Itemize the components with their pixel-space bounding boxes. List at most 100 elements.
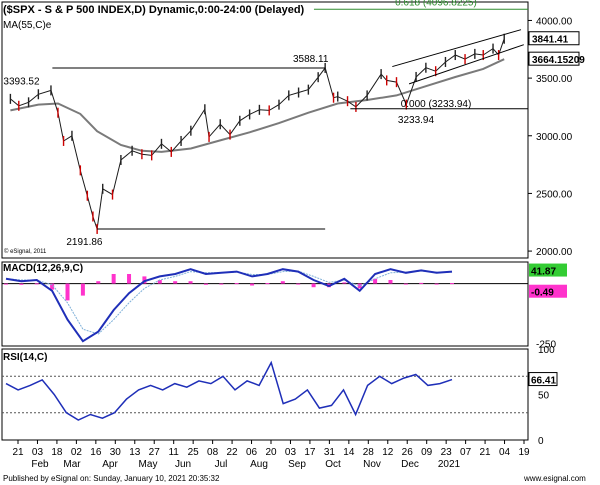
- x-day-label: 07: [460, 447, 472, 458]
- x-day-label: 02: [71, 447, 83, 458]
- macd-hist-bar: [296, 283, 301, 285]
- macd-hist-bar: [127, 274, 132, 284]
- x-day-label: 28: [363, 447, 375, 458]
- low-3233-label: 3233.94: [398, 115, 435, 126]
- x-day-label: 30: [110, 447, 122, 458]
- macd-value-box: [529, 263, 567, 277]
- fib-0618-label: 0.618 (4096.8225): [395, 0, 477, 8]
- x-month-label: 2021: [438, 459, 461, 470]
- macd-hist-bar: [157, 280, 162, 284]
- price-y-tick-label: 2000.00: [536, 247, 573, 258]
- x-day-label: 21: [12, 447, 24, 458]
- macd-hist-bar: [265, 283, 270, 285]
- x-day-label: 09: [421, 447, 433, 458]
- macd-hist-bar: [80, 283, 85, 296]
- rsi-frame: [1, 348, 529, 441]
- macd-value-box: [529, 284, 567, 298]
- channel-lower-line: [408, 44, 524, 85]
- price-y-tick-label: 3000.00: [536, 132, 573, 143]
- low-2191-label: 2191.86: [66, 237, 103, 248]
- macd-hist-bar: [4, 283, 8, 285]
- rsi-y-tick-label: 50: [538, 391, 550, 402]
- macd-hist-bar: [219, 283, 224, 285]
- macd-hist-bar: [65, 283, 70, 301]
- macd-hist-bar: [403, 283, 408, 285]
- price-value-box: [528, 31, 580, 46]
- macd-hist-bar: [280, 281, 285, 284]
- price-line: [10, 38, 505, 230]
- x-day-label: 18: [51, 447, 63, 458]
- peak-3393-label: 3393.52: [3, 76, 40, 87]
- macd-hist-bar: [34, 283, 39, 285]
- price-value-label: 3664.15209: [532, 55, 585, 66]
- macd-value-label: -0.49: [531, 288, 554, 299]
- macd-hist-bar: [173, 281, 178, 284]
- macd-hist-bar: [142, 276, 147, 284]
- macd-hist-bar: [388, 280, 393, 284]
- macd-hist-bar: [234, 283, 239, 285]
- rsi-title: RSI(14,C): [3, 352, 47, 363]
- x-month-label: Sep: [288, 459, 306, 470]
- macd-hist-bar: [450, 283, 454, 285]
- macd-value-label: 41.87: [531, 267, 556, 278]
- macd-frame: [1, 261, 529, 347]
- x-day-label: 14: [343, 447, 355, 458]
- price-y-tick-label: 2500.00: [536, 189, 573, 200]
- chart-title: ($SPX - S & P 500 INDEX,D) Dynamic,0:00-…: [3, 4, 305, 16]
- x-day-label: 27: [149, 447, 161, 458]
- channel-upper-line: [392, 29, 522, 68]
- macd-hist-bar: [419, 282, 424, 284]
- zero-3233-label: 0.000 (3233.94): [401, 99, 472, 110]
- x-day-label: 19: [518, 447, 530, 458]
- x-day-label: 22: [227, 447, 239, 458]
- x-day-label: 03: [285, 447, 297, 458]
- price-frame: [1, 1, 529, 259]
- macd-hist-bar: [357, 283, 362, 289]
- macd-panel: -250 41.87 -0.49: [2, 263, 567, 351]
- footer-url: www.esignal.com: [523, 474, 586, 483]
- price-value-label: 3841.41: [532, 35, 569, 46]
- ma-line: [10, 58, 505, 153]
- x-day-label: 21: [480, 447, 492, 458]
- macd-hist-bar: [111, 274, 116, 284]
- x-month-label: Jul: [215, 459, 228, 470]
- macd-hist-bar: [50, 283, 55, 290]
- x-month-label: Apr: [102, 459, 118, 470]
- x-day-label: 04: [499, 447, 511, 458]
- peak-3588-label: 3588.11: [293, 54, 329, 65]
- rsi-line: [5, 360, 453, 421]
- macd-line: [5, 268, 453, 343]
- x-day-label: 13: [129, 447, 141, 458]
- macd-hist-bar: [342, 282, 347, 284]
- footer-published: Published by eSignal on: Sunday, January…: [3, 474, 220, 483]
- x-month-label: Oct: [325, 459, 341, 470]
- x-day-label: 25: [188, 447, 200, 458]
- x-day-label: 03: [32, 447, 44, 458]
- rsi-y-tick-label: 0: [538, 436, 544, 447]
- x-day-label: 20: [265, 447, 277, 458]
- panel-frames: [1, 1, 529, 441]
- x-month-label: Feb: [31, 459, 49, 470]
- macd-title: MACD(12,26,9,C): [3, 263, 83, 274]
- x-day-label: 12: [382, 447, 394, 458]
- x-month-label: Jun: [175, 459, 191, 470]
- macd-hist-bar: [96, 281, 101, 284]
- x-day-label: 08: [207, 447, 219, 458]
- x-month-label: Aug: [250, 459, 268, 470]
- x-day-label: 31: [324, 447, 336, 458]
- x-day-label: 23: [441, 447, 453, 458]
- x-month-label: Mar: [63, 459, 81, 470]
- rsi-value-label: 66.41: [531, 376, 556, 387]
- x-month-label: Dec: [401, 459, 419, 470]
- rsi-y-tick-label: 100: [538, 345, 555, 356]
- macd-y-tick-label: -250: [536, 340, 556, 351]
- x-day-label: 26: [402, 447, 414, 458]
- x-month-label: Nov: [363, 459, 381, 470]
- ma-label: MA(55,C)e: [3, 20, 52, 31]
- macd-hist-bar: [203, 283, 208, 285]
- macd-hist-bar: [19, 283, 24, 285]
- copyright-small: © eSignal, 2011: [4, 248, 47, 255]
- price-value-box: [528, 51, 580, 66]
- price-y-tick-label: 4000.00: [536, 16, 573, 27]
